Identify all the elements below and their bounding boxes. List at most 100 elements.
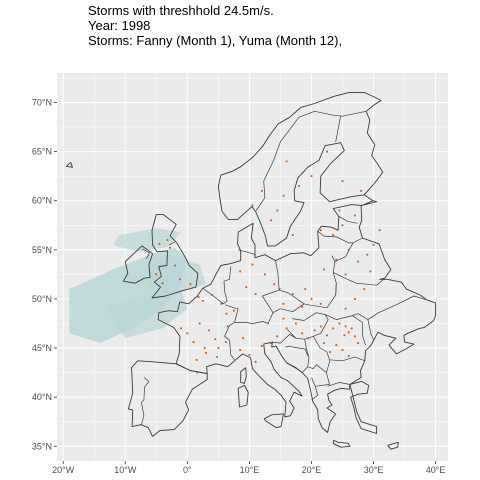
storm-point (335, 258, 338, 261)
storm-point (347, 248, 350, 251)
y-tick-label: 40°N (32, 392, 52, 402)
storm-point (264, 273, 266, 276)
storm-point (350, 327, 353, 330)
storm-point (344, 325, 347, 328)
x-tick-label: 10°W (114, 465, 137, 475)
storm-point (282, 317, 285, 320)
land-sicily (263, 413, 284, 429)
land-great-britain (151, 213, 199, 299)
y-tick-label: 60°N (32, 196, 52, 206)
storm-point (285, 327, 288, 330)
y-tick-label: 65°N (32, 147, 52, 157)
country-border (285, 345, 309, 357)
storm-point (310, 298, 313, 300)
storm-point (180, 327, 182, 330)
storm-point (338, 209, 341, 212)
storm-point (217, 347, 220, 349)
storm-point (248, 354, 251, 356)
storm-point (304, 288, 307, 290)
footprint-swath (106, 289, 188, 339)
country-borders (65, 92, 437, 450)
storm-point (270, 219, 272, 222)
storm-point (372, 244, 375, 246)
storm-point (239, 270, 241, 273)
storm-point (329, 351, 331, 353)
storm-point (354, 335, 356, 338)
x-tick-label: 30°E (364, 465, 384, 475)
storm-point (369, 270, 372, 273)
storm-point (233, 309, 235, 312)
storm-point (225, 312, 228, 315)
storm-point (270, 342, 272, 344)
storm-point (186, 332, 189, 335)
country-border (311, 386, 319, 401)
x-axis: 20°W 10°W 0° 10°E 20°E 30°E 40°E (52, 461, 445, 475)
storm-point (211, 294, 214, 296)
storm-point (307, 337, 310, 340)
storm-point (341, 349, 344, 351)
land-turkey-west (349, 380, 378, 434)
land-cyprus-edge (387, 441, 399, 450)
storm-point (242, 337, 245, 340)
storm-point (319, 325, 322, 328)
storm-point (357, 260, 359, 263)
storm-point (357, 342, 359, 344)
storm-point (155, 273, 158, 276)
storm-point (174, 264, 176, 267)
storm-point (363, 288, 366, 290)
y-tick-label: 35°N (32, 441, 52, 451)
storm-point (347, 331, 350, 334)
country-border (141, 377, 150, 425)
country-border (312, 336, 365, 362)
storm-point (347, 355, 350, 357)
storm-point (226, 325, 229, 328)
country-border (326, 359, 331, 373)
storm-point (323, 342, 325, 344)
storm-point (260, 345, 263, 347)
x-tick-label: 0° (183, 465, 192, 475)
storm-point (267, 322, 269, 325)
y-tick-label: 55°N (32, 245, 52, 255)
storm-point (335, 344, 338, 346)
country-border (255, 110, 367, 211)
country-border (338, 216, 358, 224)
country-border (324, 314, 366, 346)
title-storms: Storms: Fanny (Month 1), Yuma (Month 12)… (88, 33, 343, 48)
storm-point (273, 283, 276, 286)
storm-point (298, 185, 300, 187)
land-sardinia (237, 384, 249, 408)
storm-point (354, 214, 356, 217)
storm-point (158, 243, 161, 245)
storm-point (251, 263, 254, 266)
country-border (367, 295, 428, 320)
storm-points (155, 150, 381, 363)
storm-point (338, 322, 341, 325)
storm-point (192, 341, 195, 343)
storm-point (216, 356, 218, 358)
x-tick-label: 20°E (302, 465, 322, 475)
y-tick-label: 50°N (32, 294, 52, 304)
x-tick-label: 40°E (426, 465, 446, 475)
country-border (202, 266, 232, 305)
storm-point (343, 334, 346, 337)
storm-point (360, 190, 362, 192)
land-ireland (122, 245, 154, 284)
country-border (335, 283, 337, 296)
y-axis: 35°N 40°N 45°N 50°N 55°N 60°N 65°N 70°N (32, 97, 57, 451)
storm-point (203, 347, 206, 349)
country-border (238, 249, 256, 256)
storm-point (319, 229, 322, 232)
title-year: Year: 1998 (88, 18, 151, 33)
storm-point (301, 305, 304, 308)
country-border (141, 248, 150, 259)
storm-point (326, 150, 328, 153)
storm-point (344, 273, 347, 276)
title-threshold: Storms with threshhold 24.5m/s. (88, 3, 274, 18)
storm-point (195, 358, 198, 361)
land-iceland-edge (65, 161, 73, 168)
storm-point (323, 268, 325, 271)
country-border (272, 303, 305, 314)
storm-point (344, 307, 347, 310)
storm-point (254, 293, 257, 295)
